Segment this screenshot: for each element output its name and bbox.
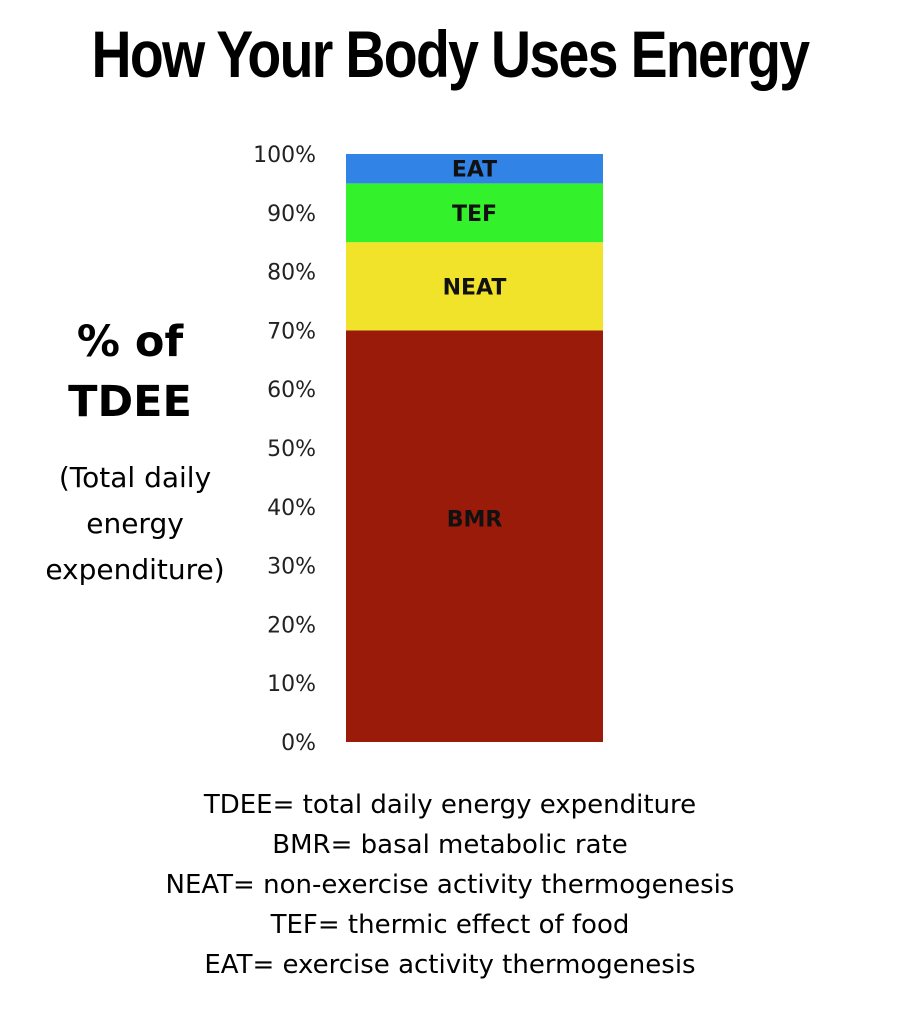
legend-line-eat: EAT= exercise activity thermogenesis — [204, 950, 696, 980]
segment-label-tef: TEF — [452, 202, 497, 227]
legend-line-tdee: TDEE= total daily energy expenditure — [203, 790, 697, 820]
bar-segment-tef — [346, 183, 603, 243]
segment-label-bmr: BMR — [447, 508, 503, 533]
legend-line-tef: TEF= thermic effect of food — [270, 910, 630, 940]
y-tick-label: 30% — [267, 555, 316, 580]
bar-segment-eat — [346, 154, 603, 184]
y-tick-label: 50% — [267, 437, 316, 462]
y-tick-label: 60% — [267, 378, 316, 403]
bar-segment-neat — [346, 242, 603, 331]
y-axis-sublabel: (Total daily energy expenditure) — [45, 461, 225, 586]
y-tick-label: 80% — [267, 261, 316, 286]
y-tick-label: 20% — [267, 613, 316, 638]
y-tick-label: 70% — [267, 319, 316, 344]
y-tick-label: 10% — [267, 672, 316, 697]
abbreviation-legend: TDEE= total daily energy expenditure BMR… — [0, 785, 900, 985]
y-axis-ticks: 0% 10% 20% 30% 40% 50% 60% 70% 80% 90% 100% — [253, 143, 316, 756]
segment-label-eat: EAT — [452, 158, 497, 183]
y-tick-label: 100% — [253, 143, 316, 168]
y-tick-label: 40% — [267, 496, 316, 521]
legend-line-bmr: BMR= basal metabolic rate — [272, 830, 628, 860]
segment-labels: BMR NEAT TEF EAT — [443, 158, 507, 533]
legend-line-neat: NEAT= non-exercise activity thermogenesi… — [165, 870, 735, 900]
y-tick-label: 90% — [267, 202, 316, 227]
bar-segment-bmr — [346, 330, 603, 742]
bar-segments — [346, 154, 603, 742]
y-axis-label: % of TDEE — [68, 317, 192, 427]
y-tick-label: 0% — [281, 731, 316, 756]
segment-label-neat: NEAT — [443, 275, 507, 300]
chart-title: How Your Body Uses Energy — [91, 17, 811, 91]
